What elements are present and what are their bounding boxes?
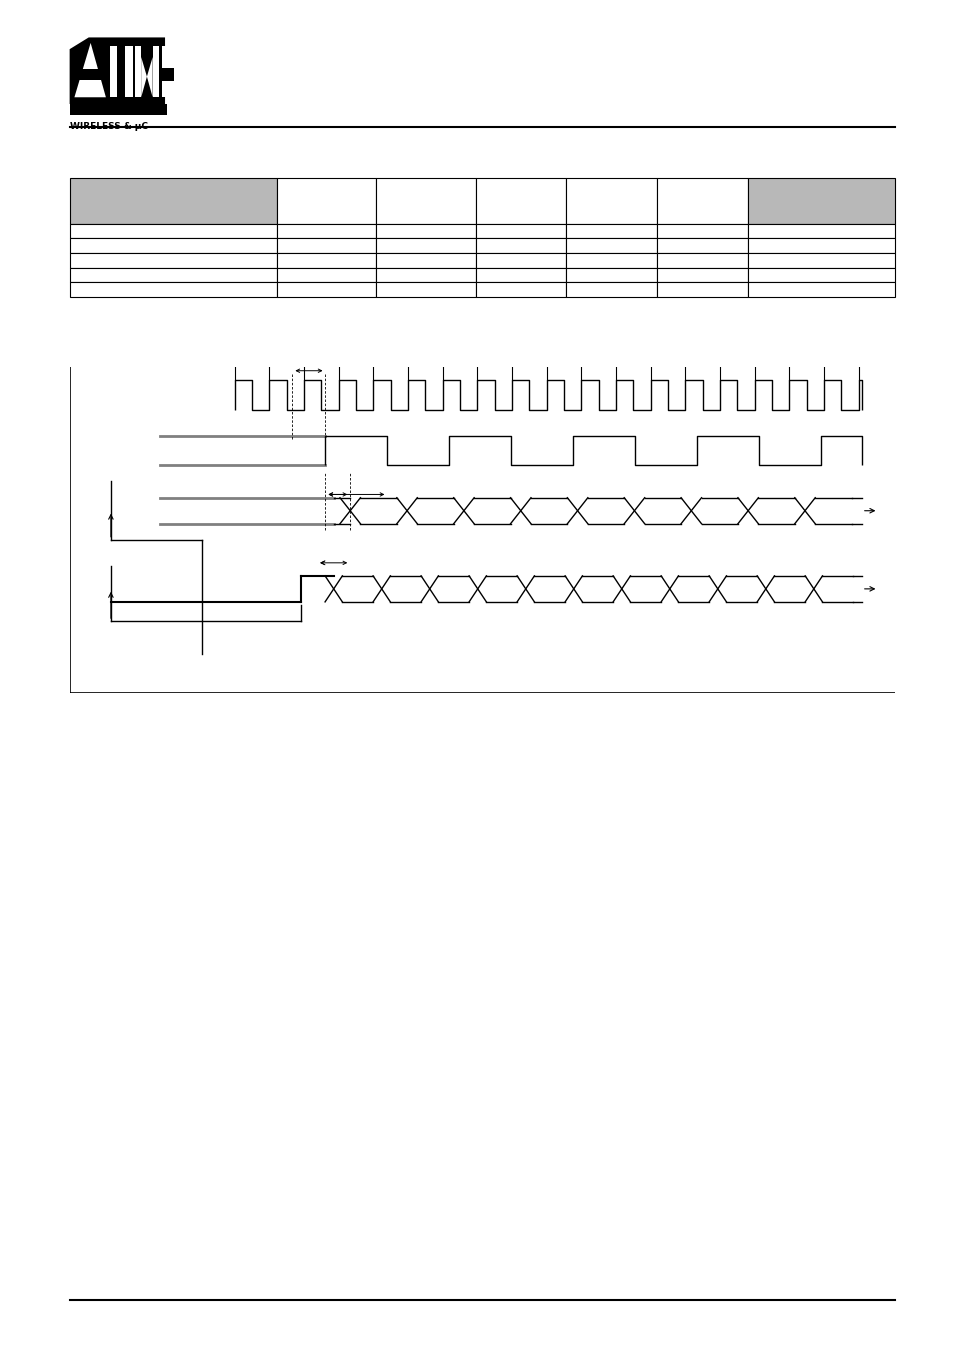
Bar	[476, 238, 566, 253]
Bar	[657, 178, 747, 223]
Bar	[162, 46, 170, 97]
Bar	[476, 267, 566, 282]
Bar	[276, 178, 376, 223]
Bar	[70, 104, 167, 115]
Bar	[657, 223, 747, 238]
Bar	[747, 178, 894, 223]
Bar	[134, 46, 141, 97]
Bar	[747, 223, 894, 238]
Bar	[747, 238, 894, 253]
Bar	[70, 267, 276, 282]
Bar	[476, 282, 566, 297]
Bar	[566, 178, 657, 223]
Bar	[110, 46, 117, 97]
Bar	[476, 178, 566, 223]
Bar	[476, 253, 566, 267]
Polygon shape	[141, 57, 147, 97]
Bar	[70, 223, 276, 238]
Bar	[152, 46, 159, 97]
Text: WIRELESS & μC: WIRELESS & μC	[70, 122, 148, 131]
Bar	[566, 282, 657, 297]
Bar	[657, 267, 747, 282]
Bar	[276, 238, 376, 253]
Bar	[376, 253, 476, 267]
Bar	[747, 282, 894, 297]
Bar	[566, 238, 657, 253]
Bar	[276, 282, 376, 297]
Polygon shape	[74, 43, 106, 97]
Polygon shape	[70, 38, 165, 104]
Bar	[70, 282, 276, 297]
Bar	[276, 253, 376, 267]
Bar	[70, 238, 276, 253]
Bar	[162, 69, 173, 81]
Bar	[747, 253, 894, 267]
Bar	[376, 238, 476, 253]
Bar	[747, 267, 894, 282]
Bar	[376, 178, 476, 223]
Bar	[376, 267, 476, 282]
Bar	[125, 46, 132, 97]
Bar	[566, 253, 657, 267]
Bar	[276, 223, 376, 238]
Bar	[657, 282, 747, 297]
Bar	[566, 267, 657, 282]
Bar	[376, 282, 476, 297]
Bar	[376, 223, 476, 238]
Polygon shape	[147, 57, 152, 97]
Bar	[276, 267, 376, 282]
Bar	[70, 253, 276, 267]
Bar	[476, 223, 566, 238]
Bar	[657, 238, 747, 253]
Bar	[657, 253, 747, 267]
Bar	[70, 178, 276, 223]
Bar	[566, 223, 657, 238]
Bar	[78, 69, 101, 80]
